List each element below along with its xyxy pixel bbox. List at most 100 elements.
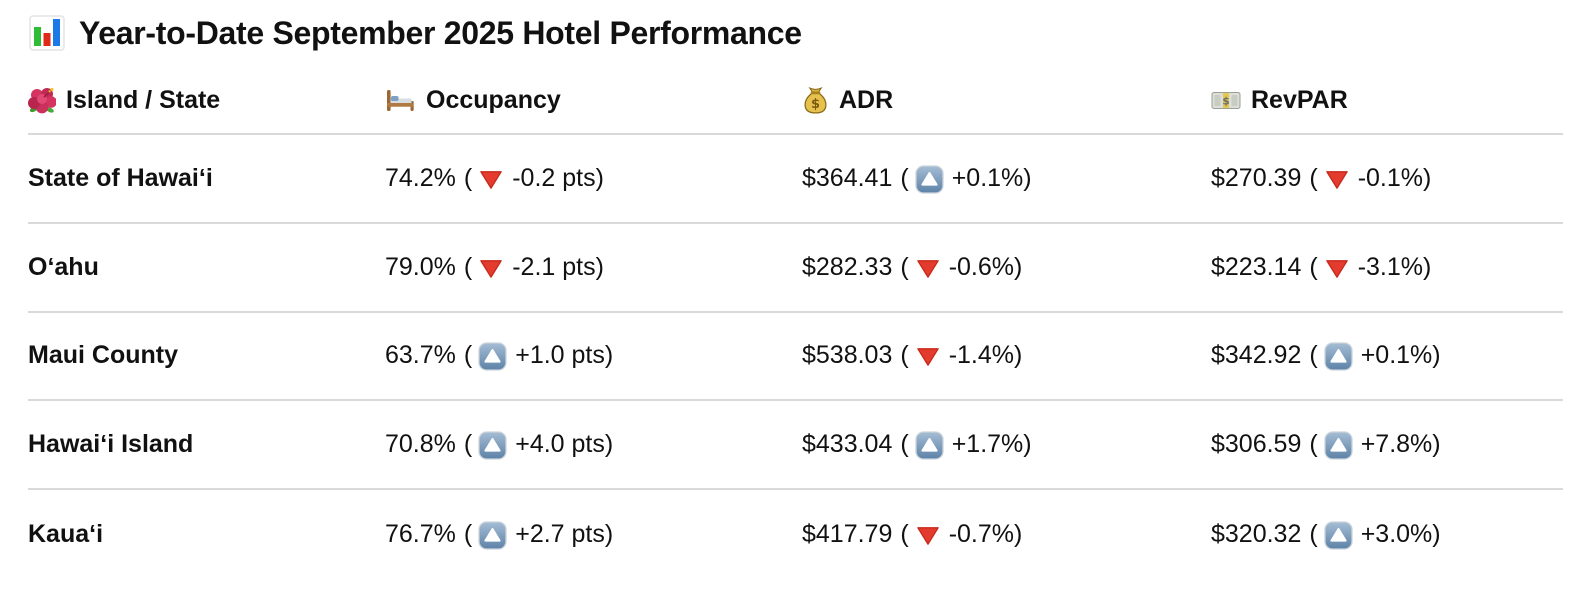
metric-change: -0.2 pts [512,163,596,192]
paren [464,430,472,459]
down-triangle-icon [915,256,941,281]
revpar-cell: $270.39 -0.1% [1211,164,1563,193]
svg-text:$: $ [811,96,820,111]
adr-cell: $417.79 -0.7% [802,520,1211,549]
metric-change: +3.0% [1360,519,1433,548]
metric-value: $364.41 [802,163,893,192]
paren [1309,164,1317,193]
column-header-label: ADR [839,85,894,114]
metric-value: 63.7% [385,341,456,370]
column-header-island-state: Island / State [28,86,385,115]
table-row: Oʻahu 79.0% -2.1 pts $282.33 -0.6% $223.14… [28,224,1563,313]
metric-value: $342.92 [1211,341,1302,370]
revpar-cell: $320.32 +3.0% [1211,519,1563,550]
down-triangle-icon [915,523,941,548]
island-name: Hawaiʻi Island [28,430,194,459]
metric-value: $270.39 [1211,163,1302,192]
paren [1309,253,1317,282]
metric-change: -0.6% [948,252,1015,281]
metric-value: 74.2% [385,163,456,192]
metric-change: -0.1% [1357,163,1424,192]
column-header-revpar: $ RevPAR [1211,86,1563,115]
metric-change: +2.7 pts [515,519,605,548]
paren [1023,164,1031,193]
paren [900,341,908,370]
down-triangle-icon [478,167,504,192]
paren [1309,430,1317,459]
metric-value: $306.59 [1211,430,1302,459]
metric-change: +1.7% [951,430,1024,459]
paren [605,520,613,549]
down-triangle-icon [1324,256,1350,281]
paren [596,164,604,193]
metric-value: $433.04 [802,430,893,459]
occupancy-cell: 79.0% -2.1 pts [385,253,802,282]
up-button-icon [478,521,507,550]
adr-cell: $538.03 -1.4% [802,341,1211,370]
column-header-label: Occupancy [426,85,561,114]
metric-value: $538.03 [802,341,893,370]
island-name: State of Hawaiʻi [28,163,213,192]
paren [1014,253,1022,282]
metric-value: 76.7% [385,519,456,548]
metric-change: -0.7% [948,519,1015,548]
bar-chart-icon [28,14,66,52]
table-row: Maui County 63.7% +1.0 pts $538.03 -1.4% $… [28,313,1563,402]
paren [1432,520,1440,549]
metric-change: -2.1 pts [512,252,596,281]
paren [1423,253,1431,282]
paren [464,253,472,282]
adr-cell: $282.33 -0.6% [802,253,1211,282]
revpar-cell: $306.59 +7.8% [1211,430,1563,460]
paren [1432,430,1440,459]
column-header-adr: $ ADR [802,86,1211,115]
table-body: State of Hawaiʻi 74.2% -0.2 pts $364.41 +0… [28,135,1563,579]
paren [900,430,908,459]
island-name: Kauaʻi [28,519,104,548]
metric-value: 70.8% [385,430,456,459]
adr-cell: $364.41 +0.1% [802,163,1211,194]
column-header-label: RevPAR [1251,85,1348,114]
metric-value: $320.32 [1211,519,1302,548]
hotel-performance-table: Island / State Occupancy [28,56,1563,579]
island-name: Maui County [28,341,178,370]
occupancy-cell: 63.7% +1.0 pts [385,341,802,372]
paren [1014,520,1022,549]
metric-change: -3.1% [1357,252,1424,281]
page-title-row: Year-to-Date September 2025 Hotel Perfor… [0,0,1580,56]
metric-change: -1.4% [948,341,1015,370]
metric-change: +4.0 pts [515,430,605,459]
table-header-row: Island / State Occupancy [28,56,1563,135]
paren [1423,164,1431,193]
up-button-icon [1324,521,1353,550]
page-title: Year-to-Date September 2025 Hotel Perfor… [79,14,802,51]
paren [596,253,604,282]
metric-value: $223.14 [1211,252,1302,281]
paren [900,520,908,549]
up-button-icon [478,342,507,372]
paren [464,341,472,370]
table-row: Hawaiʻi Island 70.8% +4.0 pts $433.04 +1.7… [28,401,1563,490]
up-button-icon [1324,342,1353,372]
page: Year-to-Date September 2025 Hotel Perfor… [0,0,1580,579]
down-triangle-icon [1324,167,1350,192]
adr-cell: $433.04 +1.7% [802,430,1211,460]
banknote-icon: $ [1211,89,1241,112]
metric-change: +0.1% [1360,341,1433,370]
down-triangle-icon [915,344,941,369]
up-button-icon [1324,431,1353,460]
paren [605,430,613,459]
paren [1309,520,1317,549]
column-header-occupancy: Occupancy [385,86,802,115]
occupancy-cell: 70.8% +4.0 pts [385,430,802,460]
metric-value: $417.79 [802,519,893,548]
paren [605,341,613,370]
occupancy-cell: 74.2% -0.2 pts [385,164,802,193]
svg-text:$: $ [1222,95,1229,107]
bed-icon [385,87,416,114]
metric-change: +1.0 pts [515,341,605,370]
paren [1014,341,1022,370]
paren [1309,341,1317,370]
table-row: Kauaʻi 76.7% +2.7 pts $417.79 -0.7% $320.3… [28,490,1563,579]
paren [900,164,908,193]
